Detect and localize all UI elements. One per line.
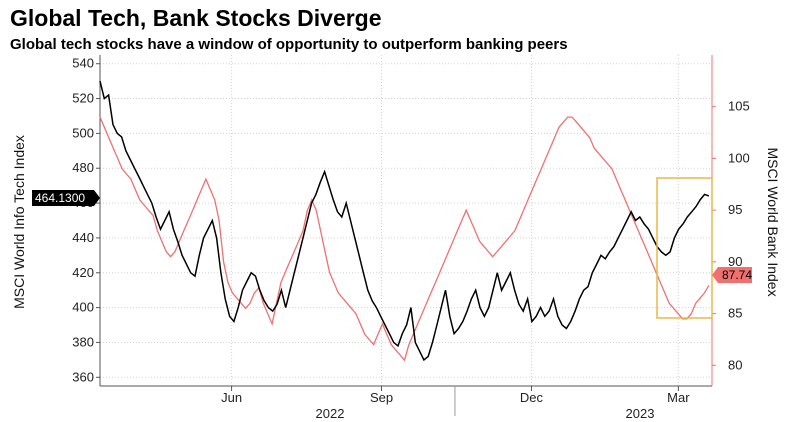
right-axis-ticks: 80 85 90 95 100 105 (712, 99, 750, 372)
x-axis-ticks: Jun Sep Dec Mar (221, 386, 690, 416)
left-axis-ticks: 360380400420440460480500520540 (72, 56, 100, 384)
left-tick-label-540: 540 (72, 56, 94, 71)
bank-index-line (99, 116, 710, 362)
right-tick-label-80: 80 (728, 357, 742, 372)
highlight-box (656, 177, 713, 319)
left-axis-title: MSCI World Info Tech Index (11, 135, 27, 309)
right-last-value-text: 87.74 (722, 268, 752, 282)
right-tick-label-105: 105 (728, 99, 750, 114)
right-tick-label-90: 90 (728, 254, 742, 269)
x-tick-label-dec: Dec (520, 390, 544, 405)
left-tick-label-520: 520 (72, 91, 94, 106)
tech-index-line (99, 80, 710, 362)
x-tick-label-sep: Sep (370, 390, 393, 405)
chart-title: Global Tech, Bank Stocks Diverge (10, 5, 382, 31)
right-tick-label-95: 95 (728, 202, 742, 217)
left-tick-label-380: 380 (72, 334, 94, 349)
left-last-value-text: 464.1300 (35, 191, 85, 205)
left-tick-label-360: 360 (72, 369, 94, 384)
x-tick-label-mar: Mar (667, 390, 690, 405)
year-label-2023: 2023 (626, 406, 655, 421)
year-label-2022: 2022 (316, 406, 345, 421)
left-tick-label-420: 420 (72, 265, 94, 280)
right-axis-title: MSCI World Bank Index (765, 147, 781, 296)
left-tick-label-400: 400 (72, 300, 94, 315)
left-tick-label-500: 500 (72, 125, 94, 140)
left-tick-label-480: 480 (72, 160, 94, 175)
gridlines (100, 55, 712, 386)
right-last-value-badge: 87.74 (712, 267, 752, 283)
left-tick-label-440: 440 (72, 230, 94, 245)
left-last-value-badge: 464.1300 (32, 190, 100, 206)
right-tick-label-85: 85 (728, 306, 742, 321)
x-tick-label-jun: Jun (221, 390, 242, 405)
chart-subtitle: Global tech stocks have a window of oppo… (10, 36, 568, 53)
right-tick-label-100: 100 (728, 150, 750, 165)
